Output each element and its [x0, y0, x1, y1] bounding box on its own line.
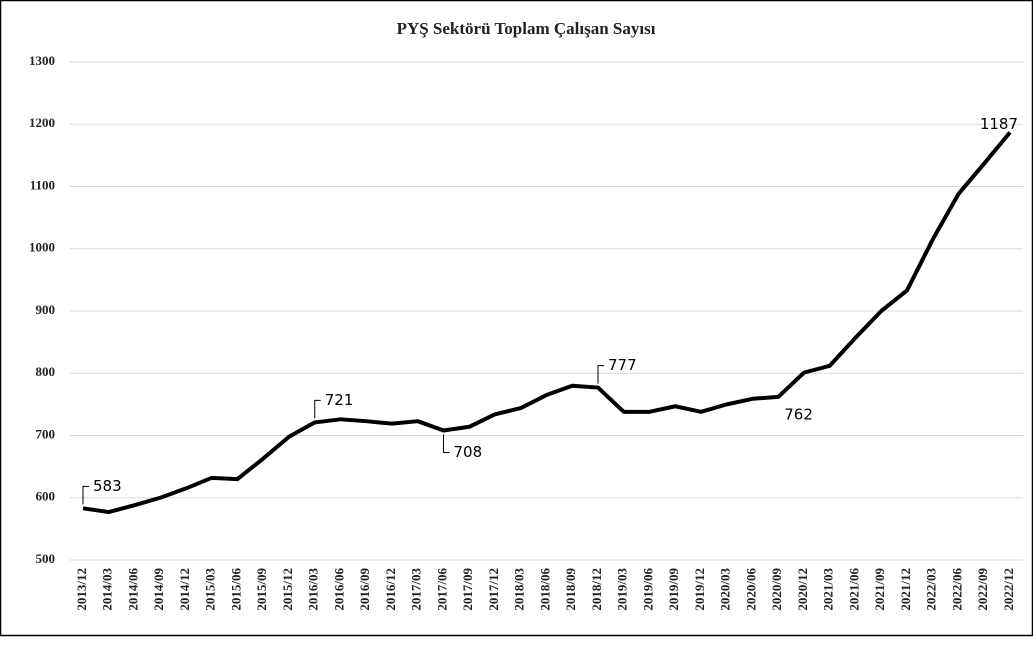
x-tick-label: 2017/03	[409, 568, 424, 611]
data-label: 721	[325, 391, 354, 409]
data-label: 762	[784, 405, 813, 423]
y-tick-label: 800	[36, 364, 56, 379]
x-tick-label: 2021/03	[821, 568, 836, 611]
data-label: 1187	[980, 115, 1018, 133]
x-tick-label: 2017/12	[486, 568, 501, 611]
x-tick-label: 2017/09	[460, 568, 475, 611]
x-tick-label: 2016/12	[383, 568, 398, 611]
x-tick-label: 2022/09	[975, 568, 990, 611]
x-tick-label: 2020/06	[743, 568, 758, 611]
x-tick-label: 2018/09	[563, 568, 578, 611]
x-tick-label: 2022/06	[949, 568, 964, 611]
y-tick-label: 500	[36, 551, 56, 566]
x-tick-label: 2016/03	[306, 568, 321, 611]
x-tick-label: 2014/09	[151, 568, 166, 611]
x-tick-label: 2014/06	[125, 568, 140, 611]
x-tick-label: 2022/03	[924, 568, 939, 611]
y-tick-label: 1100	[30, 177, 55, 192]
x-tick-label: 2021/09	[872, 568, 887, 611]
x-tick-label: 2013/12	[74, 568, 89, 611]
x-tick-label: 2019/06	[640, 568, 655, 611]
label-leader	[82, 485, 89, 505]
x-tick-label: 2020/12	[795, 568, 810, 611]
label-leader	[443, 434, 450, 454]
x-tick-label: 2018/12	[589, 568, 604, 611]
x-tick-label: 2021/06	[846, 568, 861, 611]
x-tick-label: 2022/12	[1001, 568, 1016, 611]
x-tick-label: 2020/03	[718, 568, 733, 611]
label-leader	[597, 365, 604, 384]
label-leader	[314, 399, 321, 419]
x-tick-label: 2014/12	[177, 568, 192, 611]
y-tick-label: 1000	[29, 240, 55, 255]
chart-title: PYŞ Sektörü Toplam Çalışan Sayısı	[397, 19, 656, 38]
data-label: 708	[454, 443, 483, 461]
y-tick-label: 1200	[29, 115, 55, 130]
x-tick-label: 2014/03	[100, 568, 115, 611]
x-tick-label: 2015/09	[254, 568, 269, 611]
x-tick-label: 2015/03	[203, 568, 218, 611]
y-tick-label: 700	[36, 426, 56, 441]
x-tick-label: 2020/09	[769, 568, 784, 611]
x-tick-label: 2019/09	[666, 568, 681, 611]
y-tick-label: 600	[36, 489, 56, 504]
x-tick-label: 2019/12	[692, 568, 707, 611]
x-tick-label: 2017/06	[434, 568, 449, 611]
x-tick-label: 2018/03	[512, 568, 527, 611]
y-tick-label: 1300	[29, 53, 55, 68]
x-tick-label: 2016/06	[331, 568, 346, 611]
x-tick-label: 2018/06	[537, 568, 552, 611]
x-tick-label: 2019/03	[615, 568, 630, 611]
data-line	[82, 131, 1012, 515]
x-tick-label: 2015/12	[280, 568, 295, 611]
x-tick-label: 2016/09	[357, 568, 372, 611]
y-tick-label: 900	[36, 302, 56, 317]
data-label: 777	[608, 356, 637, 374]
x-tick-label: 2021/12	[898, 568, 913, 611]
data-label: 583	[93, 477, 122, 495]
x-tick-label: 2015/06	[228, 568, 243, 611]
